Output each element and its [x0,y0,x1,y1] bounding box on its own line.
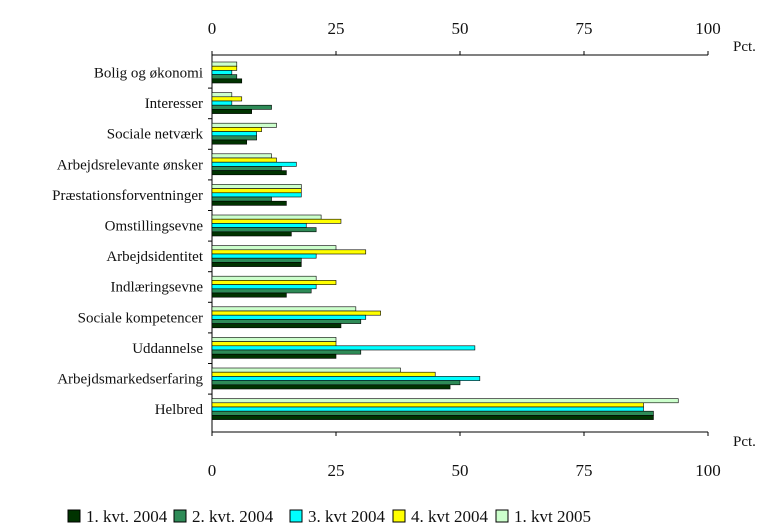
x-tick-label-bottom: 100 [695,461,721,480]
legend: 1. kvt. 2004 2. kvt. 2004 3. kvt 2004 4. kv… [67,507,591,526]
bar [211,280,337,285]
category-label: Omstillingsevne [105,219,204,235]
bar [211,214,322,220]
x-tick-label-top: 0 [208,19,217,38]
bar [211,253,317,259]
bar [211,384,451,390]
legend-swatch [495,509,509,523]
legend-swatch [67,509,81,523]
x-tick-label-top: 75 [576,19,593,38]
legend-label: 3. kvt 2004 [308,507,385,526]
axes-layer [208,51,709,436]
bar [211,78,243,84]
bar [211,314,367,320]
x-tick-label-bottom: 0 [208,461,217,480]
bar [211,337,337,342]
bar [211,231,292,237]
legend-label: 4. kvt 2004 [411,507,488,526]
category-label: Helbred [155,402,204,418]
bar [211,223,307,228]
bar [211,275,317,281]
bar [211,170,287,176]
bar [211,341,337,347]
bar [211,410,654,416]
bar [211,109,252,114]
legend-swatch [173,509,187,523]
bar [211,402,644,408]
bar [211,153,272,159]
unit-label-top: Pct. [733,39,756,55]
bar [211,196,272,202]
bar [211,157,277,163]
category-label: Arbejdsrelevante ønsker [57,157,203,173]
legend-swatch [392,509,406,523]
legend-swatch [289,509,303,523]
bar [211,323,342,329]
bar [211,310,381,316]
x-tick-label-top: 50 [452,19,469,38]
bar [211,188,302,194]
bar [211,127,262,132]
bar [211,371,436,377]
bar [211,92,233,98]
bar [211,367,401,373]
x-tick-label-bottom: 75 [576,461,593,480]
category-label: Bolig og økonomi [94,66,203,82]
bar [211,139,248,145]
bar [211,70,233,75]
bar [211,135,257,141]
x-tick-label-bottom: 25 [328,461,345,480]
category-label: Sociale netværk [107,127,204,143]
bar [211,61,238,67]
bar [211,100,233,106]
bar [211,398,679,404]
bar [211,192,302,198]
x-tick-label-top: 25 [328,19,345,38]
x-tick-label-top: 100 [695,19,721,38]
bar [211,227,317,233]
category-label: Præstationsforventninger [52,188,203,204]
bar [211,65,238,71]
bar [211,376,481,381]
category-label: Uddannelse [132,341,203,357]
bar [211,353,337,359]
legend-label: 2. kvt. 2004 [192,507,274,526]
bar [211,184,302,189]
labels-layer: 0 0 25 25 50 50 75 75 100 100 Pct. Pct. Bolig og øko… [52,19,756,480]
category-label: Arbejdsidentitet [106,249,203,265]
bar [211,122,277,128]
bar [211,292,287,298]
category-label: Sociale kompetencer [78,310,203,326]
bar [211,166,282,171]
bar [211,349,362,355]
bar [211,284,317,290]
bar [211,257,302,263]
category-label: Indlæringsevne [111,280,204,296]
bars-layer [211,61,679,420]
bar [211,406,644,412]
bar [211,131,257,137]
bar [211,319,362,324]
bar [211,218,342,224]
bar [211,161,297,167]
unit-label-bottom: Pct. [733,434,756,450]
bar [211,415,654,420]
bar [211,380,461,386]
bar [211,249,367,255]
category-label: Arbejdsmarkedserfaring [57,372,203,388]
legend-label: 1. kvt. 2004 [86,507,168,526]
bar [211,306,357,312]
bar [211,96,243,102]
bar [211,104,272,110]
bar [211,288,312,294]
bar [211,74,238,80]
category-label: Interesser [145,96,203,112]
bar [211,262,302,267]
x-tick-label-bottom: 50 [452,461,469,480]
bar [211,200,287,206]
bar [211,245,337,251]
legend-label: 1. kvt 2005 [514,507,591,526]
bar [211,345,476,351]
